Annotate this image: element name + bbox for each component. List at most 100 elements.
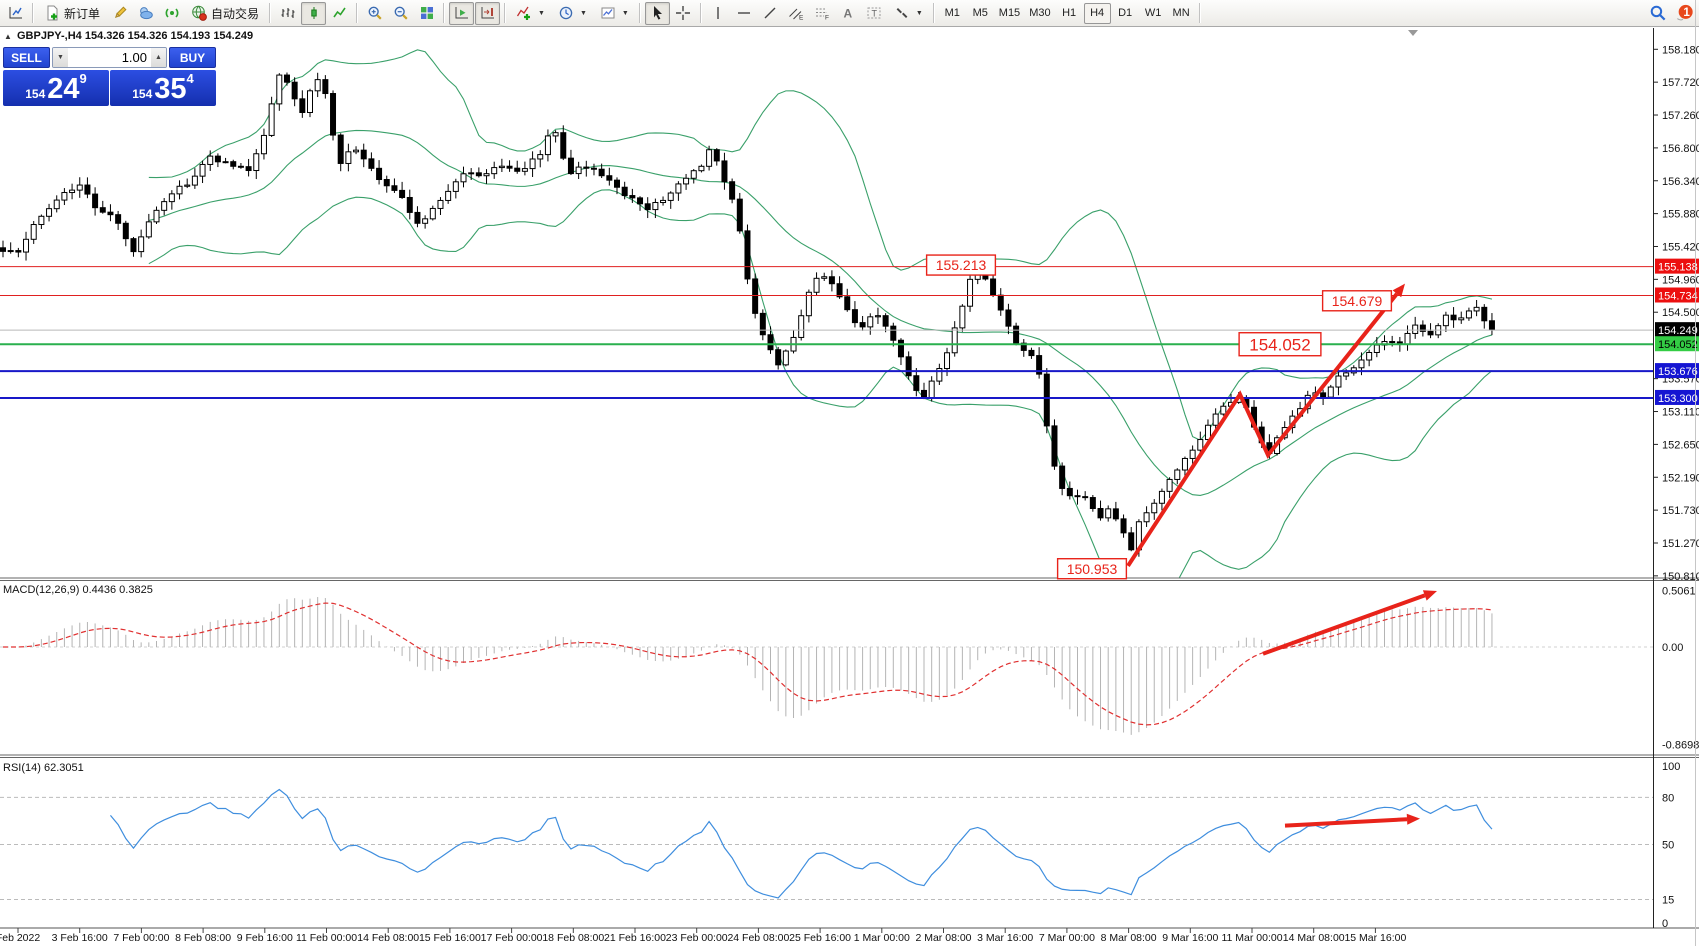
svg-text:153.676: 153.676	[1658, 366, 1698, 378]
candle-body	[913, 375, 920, 391]
candle-body	[452, 181, 459, 192]
candle-body	[567, 157, 574, 175]
buy-price-display[interactable]: 154 35 4	[110, 70, 216, 106]
chart-shift-marker[interactable]	[1408, 30, 1418, 36]
equidistant-channel-button[interactable]: E	[784, 2, 809, 25]
arrows-button[interactable]: ▼	[888, 2, 929, 25]
signals-button[interactable]	[159, 2, 184, 25]
candle-body	[798, 315, 805, 338]
trendline-button[interactable]	[758, 2, 783, 25]
candlestick-chart-button[interactable]	[301, 1, 327, 25]
tile-windows-button[interactable]	[414, 2, 439, 25]
sell-button[interactable]: SELL	[3, 47, 50, 68]
text-label-button[interactable]: T	[862, 2, 887, 25]
time-axis-label: 14 Feb 08:00	[357, 932, 419, 944]
timeframe-w1[interactable]: W1	[1140, 3, 1167, 24]
timeframe-mn[interactable]: MN	[1168, 3, 1195, 24]
time-axis-label: Feb 2022	[0, 932, 40, 944]
sell-price-display[interactable]: 154 24 9	[3, 70, 109, 106]
price-tick-label: 157.260	[1662, 110, 1699, 122]
bar-chart-button[interactable]	[275, 2, 300, 25]
candle-body	[1051, 425, 1058, 467]
indicators-icon	[516, 6, 531, 20]
auto-scroll-button[interactable]	[449, 1, 475, 25]
new-order-button[interactable]: 新订单	[38, 2, 106, 25]
trend-arrow[interactable]	[1284, 813, 1420, 828]
price-badge-154.052: 154.052	[1655, 336, 1699, 352]
candle-body	[153, 209, 160, 223]
price-annotation-155.213[interactable]: 155.213	[925, 254, 997, 276]
volume-decrease-button[interactable]: ▼	[53, 48, 68, 67]
volume-input[interactable]	[68, 48, 151, 67]
auto-scroll-icon	[455, 7, 468, 19]
candle-body	[414, 211, 421, 224]
candle-body	[867, 316, 874, 328]
candle-body	[767, 334, 774, 351]
svg-text:A: A	[844, 7, 853, 21]
chart-window-button[interactable]	[3, 2, 28, 25]
candle-body	[629, 195, 636, 199]
price-annotation-154.679[interactable]: 154.679	[1321, 290, 1393, 312]
search-button[interactable]	[1645, 2, 1670, 25]
timeframe-m5[interactable]: M5	[967, 3, 994, 24]
timeframe-h4[interactable]: H4	[1083, 2, 1111, 24]
price-annotation-154.052[interactable]: 154.052	[1238, 332, 1322, 357]
one-click-collapse-icon[interactable]: ▲	[4, 32, 12, 41]
zoom-out-button[interactable]	[388, 2, 413, 25]
chart-shift-button[interactable]	[475, 1, 501, 25]
timeframe-m15[interactable]: M15	[995, 3, 1024, 24]
time-axis[interactable]: Feb 2022 3 Feb 16:00 7 Feb 00:00 8 Feb 08:0…	[0, 928, 1406, 944]
line-chart-button[interactable]	[327, 2, 352, 25]
macd-axis-label: 0.5061	[1662, 585, 1696, 597]
time-axis-label: 11 Mar 00:00	[1221, 932, 1282, 944]
candle-body	[637, 197, 644, 205]
vertical-line-button[interactable]	[706, 2, 731, 25]
periods-button[interactable]: ▼	[552, 2, 593, 25]
timeframe-m1[interactable]: M1	[939, 3, 966, 24]
volume-increase-button[interactable]: ▲	[151, 48, 166, 67]
timeframe-h1[interactable]: H1	[1056, 3, 1083, 24]
candle-body	[99, 207, 106, 213]
buy-button[interactable]: BUY	[169, 47, 216, 68]
bollinger-upper	[148, 49, 1493, 441]
price-tick-label: 154.500	[1662, 307, 1699, 319]
price-annotation-150.953[interactable]: 150.953	[1056, 558, 1128, 580]
timeframe-d1[interactable]: D1	[1112, 3, 1139, 24]
timeframe-m30[interactable]: M30	[1025, 3, 1054, 24]
candle-body	[1020, 342, 1027, 351]
time-axis-label: 9 Mar 16:00	[1162, 932, 1218, 944]
text-button[interactable]: A	[836, 2, 861, 25]
candle-body	[1005, 309, 1012, 327]
zoom-in-button[interactable]	[362, 2, 387, 25]
horizontal-line-button[interactable]	[732, 2, 757, 25]
candle-body	[491, 167, 498, 175]
autotrading-button[interactable]: 自动交易	[185, 2, 265, 25]
indicators-button[interactable]: ▼	[510, 2, 551, 25]
candle-body	[76, 184, 83, 191]
trend-arrow[interactable]	[1262, 590, 1437, 656]
bollinger-bands	[148, 49, 1493, 578]
notifications-button[interactable]: 1	[1671, 2, 1696, 25]
trend-arrow[interactable]	[1126, 283, 1405, 567]
price-badge-154.734: 154.734	[1655, 287, 1699, 303]
metaeditor-button[interactable]	[107, 2, 132, 25]
templates-button[interactable]: ▼	[594, 2, 635, 25]
candle-body	[445, 190, 452, 201]
candle-body	[1089, 497, 1096, 510]
candle-body	[882, 315, 889, 327]
market-button[interactable]	[133, 2, 158, 25]
cursor-button[interactable]	[644, 1, 670, 25]
text-icon: A	[844, 7, 853, 21]
fibonacci-button[interactable]: F	[810, 2, 835, 25]
candle-body	[1028, 349, 1035, 357]
rsi-line	[109, 788, 1493, 899]
candle-body	[997, 294, 1004, 311]
candle-body	[744, 230, 751, 280]
bollinger-lower	[148, 189, 1493, 578]
price-axis[interactable]: 158.180 157.720 157.260 156.800 156.340 155.8…	[1653, 44, 1699, 583]
candle-body	[7, 250, 14, 253]
chart-window-icon	[9, 7, 22, 19]
crosshair-button[interactable]	[671, 2, 696, 25]
candle-body	[23, 238, 30, 253]
